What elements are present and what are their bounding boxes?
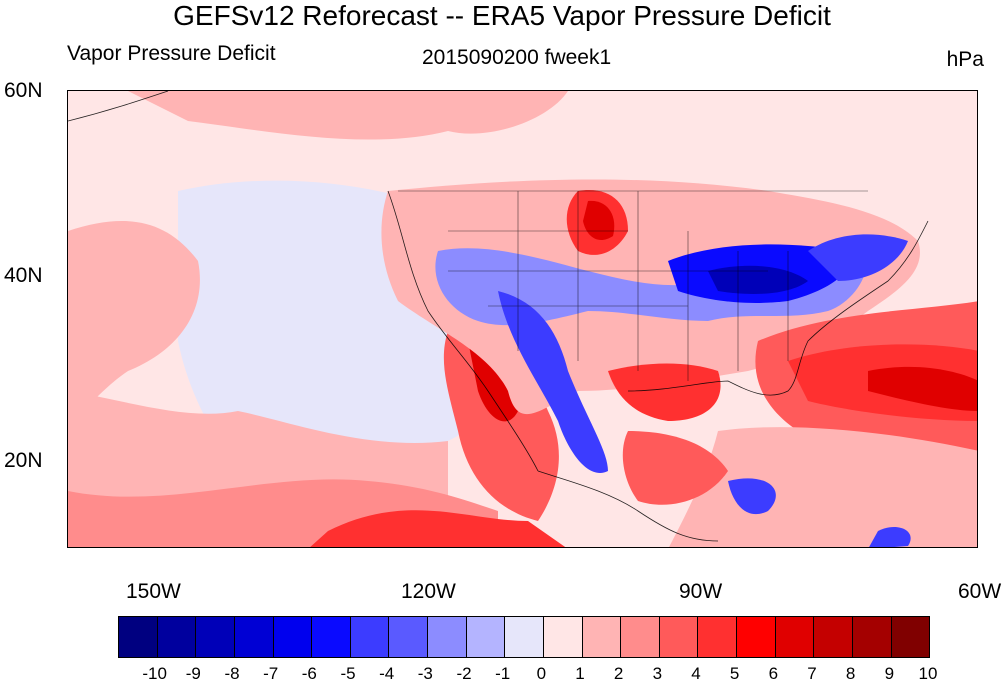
lat-label-40n: 40N: [4, 264, 43, 287]
lon-label-90w: 90W: [679, 580, 723, 603]
lon-label-60w: 60W: [958, 580, 1002, 603]
colorbar-tick-label: -5: [340, 664, 356, 683]
colorbar-tick-label: 5: [729, 664, 740, 683]
colorbar-box: [737, 617, 776, 657]
baja-warm-area: [443, 331, 559, 521]
colorbar-box: [775, 617, 815, 657]
map-title: GEFSv12 Reforecast -- ERA5 Vapor Pressur…: [173, 0, 831, 31]
state-boundaries: [398, 190, 868, 381]
colorbar-box: [698, 617, 737, 657]
colorbar-box: [350, 617, 390, 657]
colorbar-tick-label: 3: [652, 664, 663, 683]
lon-label-150w: 150W: [126, 580, 181, 603]
lat-label-20n: 20N: [4, 449, 43, 472]
colorbar: [118, 616, 930, 658]
colorbar-tick-label: 6: [768, 664, 779, 683]
colorbar-box: [196, 617, 235, 657]
units-label: hPa: [946, 48, 984, 71]
south-america-negative: [869, 527, 911, 547]
northeast-negative: [808, 234, 908, 281]
baja-hot-core: [468, 341, 518, 422]
colorbar-tick-label: 10: [918, 664, 938, 683]
west-pacific-warm-area: [68, 221, 200, 421]
atlantic-hot-core: [868, 366, 977, 411]
coastlines: [68, 91, 929, 542]
colorbar-tick-label: -1: [495, 664, 511, 683]
colorbar-box: [891, 617, 930, 657]
colorbar-box: [389, 617, 428, 657]
colorbar-box: [582, 617, 622, 657]
colorbar-tick-label: -3: [417, 664, 433, 683]
gulf-of-alaska-warm: [128, 91, 568, 140]
colorbar-box: [428, 617, 467, 657]
colorbar-tick-label: -6: [301, 664, 317, 683]
colorbar-box: [234, 617, 274, 657]
texas-gulf-positive: [608, 363, 721, 421]
colorbar-tick-label: 2: [613, 664, 624, 683]
colorbar-box: [157, 617, 197, 657]
colorbar-tick-label: -8: [224, 664, 240, 683]
colorbar-box: [466, 617, 506, 657]
map-svg: [68, 91, 977, 547]
caribbean-area: [669, 427, 977, 547]
colorbar-tick-label: -2: [456, 664, 472, 683]
colorbar-box: [505, 617, 544, 657]
colorbar-box: [621, 617, 660, 657]
colorbar-tick-label: 8: [845, 664, 856, 683]
vpd-map: [67, 90, 978, 548]
lat-label-60n: 60N: [4, 79, 43, 102]
colorbar-tick-label: 7: [807, 664, 817, 683]
mexico-plateau-negative: [498, 291, 608, 473]
dakotas-positive-core: [583, 200, 615, 241]
colorbar-box: [814, 617, 853, 657]
colorbar-box: [312, 617, 351, 657]
central-america-negative: [728, 478, 776, 515]
colorbar-tick-label: 1: [575, 664, 585, 683]
variable-name: Vapor Pressure Deficit: [67, 42, 276, 65]
gulf-of-mexico-warm: [622, 431, 728, 505]
date-label: 2015090200 fweek1: [422, 46, 612, 69]
colorbar-tick-label: -7: [263, 664, 279, 683]
colorbar-tick-label: 4: [691, 664, 701, 683]
equatorial-warm-core: [310, 510, 566, 547]
colorbar-tick-label: 0: [536, 664, 547, 683]
colorbar-box: [852, 617, 892, 657]
colorbar-box: [273, 617, 313, 657]
colorbar-box: [543, 617, 583, 657]
colorbar-tick-label: -10: [142, 664, 167, 683]
colorbar-box: [659, 617, 699, 657]
colorbar-tick-label: -9: [185, 664, 201, 683]
ohio-valley-core: [708, 265, 808, 294]
colorbar-tick-label: -4: [379, 664, 395, 683]
lon-label-120w: 120W: [401, 580, 456, 603]
colorbar-box: [119, 617, 158, 657]
colorbar-tick-label: 9: [884, 664, 895, 683]
